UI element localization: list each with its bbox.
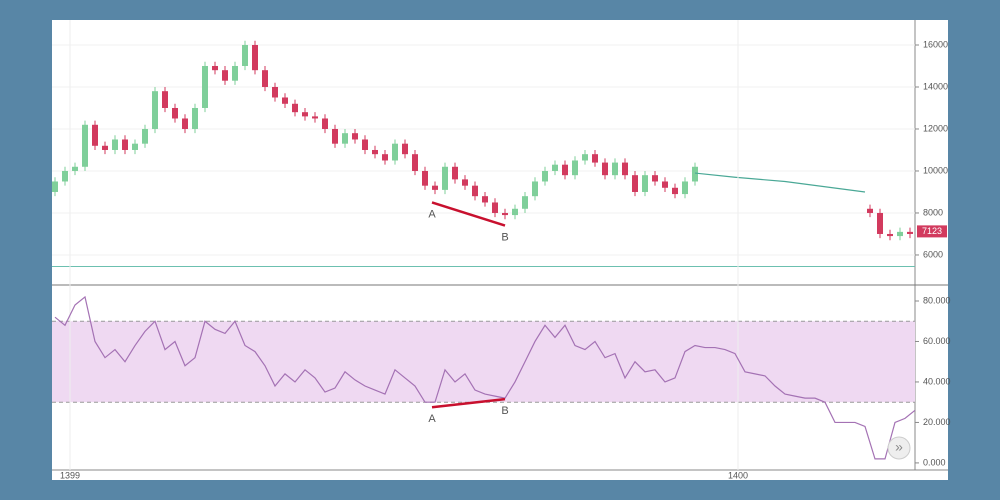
- candle-body: [662, 181, 668, 188]
- line-series: [694, 172, 866, 193]
- candle-body: [282, 97, 288, 104]
- candle-body: [412, 154, 418, 171]
- candle-body: [112, 139, 118, 150]
- candle-body: [92, 124, 98, 146]
- candle-body: [482, 196, 488, 203]
- candle-body: [562, 164, 568, 176]
- candle-body: [672, 187, 678, 195]
- candle-body: [342, 133, 348, 144]
- candle-body: [552, 164, 558, 171]
- candle-body: [232, 65, 238, 81]
- candle-body: [102, 145, 108, 150]
- x-tick-label: 1399: [60, 470, 80, 480]
- candle-body: [867, 208, 873, 213]
- candle-body: [82, 124, 88, 167]
- candle-body: [642, 175, 648, 192]
- candle-body: [242, 44, 248, 66]
- candle-body: [132, 143, 138, 150]
- candle-body: [402, 143, 408, 155]
- candle-body: [512, 208, 518, 216]
- y-tick-label: 80.000: [923, 295, 951, 305]
- y-tick-label: 0.000: [923, 457, 946, 467]
- scroll-button-label[interactable]: »: [895, 439, 903, 455]
- candle-body: [462, 179, 468, 186]
- candle-body: [192, 107, 198, 129]
- candle-body: [382, 154, 388, 161]
- candle-body: [352, 133, 358, 140]
- candle-body: [332, 128, 338, 144]
- y-tick-label: 16000: [923, 39, 948, 49]
- annotation-label: B: [501, 231, 508, 243]
- candle-body: [652, 175, 658, 182]
- candle-body: [252, 44, 258, 71]
- y-tick-label: 40.000: [923, 376, 951, 386]
- candle-body: [522, 196, 528, 209]
- y-tick-label: 14000: [923, 81, 948, 91]
- candle-body: [422, 170, 428, 186]
- rsi-band: [52, 321, 915, 403]
- candle-body: [682, 181, 688, 195]
- candle-body: [877, 212, 883, 234]
- y-tick-label: 8000: [923, 207, 943, 217]
- scroll-button[interactable]: [887, 436, 911, 460]
- candle-body: [592, 154, 598, 163]
- candle-body: [602, 162, 608, 176]
- candle-body: [322, 118, 328, 129]
- annotation-label: A: [428, 413, 436, 425]
- last-price-label: 7123: [922, 226, 942, 236]
- candle-body: [152, 91, 158, 129]
- candle-body: [142, 128, 148, 144]
- candle-body: [122, 139, 128, 150]
- candle-body: [502, 212, 508, 216]
- candle-body: [172, 107, 178, 119]
- candle-body: [202, 65, 208, 108]
- candle-body: [492, 202, 498, 213]
- candle-body: [292, 103, 298, 113]
- candle-body: [302, 112, 308, 117]
- y-tick-label: 6000: [923, 249, 943, 259]
- x-tick-label: 1400: [728, 470, 748, 480]
- candle-body: [222, 70, 228, 81]
- candle-body: [162, 91, 168, 108]
- candle-body: [62, 170, 68, 182]
- candle-body: [52, 181, 58, 192]
- candle-body: [432, 185, 438, 190]
- candle-body: [572, 160, 578, 176]
- candle-body: [622, 162, 628, 176]
- candle-body: [272, 86, 278, 98]
- candle-body: [582, 154, 588, 161]
- candle-body: [612, 162, 618, 176]
- y-tick-label: 20.000: [923, 417, 951, 427]
- candle-body: [542, 170, 548, 182]
- candle-body: [692, 166, 698, 182]
- candle-body: [372, 149, 378, 155]
- candle-body: [182, 118, 188, 129]
- candle-body: [452, 166, 458, 180]
- candle-body: [72, 166, 78, 171]
- candle-body: [887, 233, 893, 237]
- divergence-line: [431, 397, 506, 409]
- y-tick-label: 10000: [923, 165, 948, 175]
- last-price-tag: [917, 225, 947, 238]
- candle-body: [897, 231, 903, 237]
- candle-body: [532, 181, 538, 197]
- candle-body: [472, 185, 478, 197]
- candle-body: [632, 175, 638, 192]
- candle-body: [262, 70, 268, 87]
- candle-body: [212, 65, 218, 71]
- candle-body: [392, 143, 398, 161]
- candle-body: [312, 116, 318, 119]
- annotation-label: B: [501, 405, 508, 417]
- panel: [52, 20, 948, 480]
- candle-body: [362, 139, 368, 150]
- annotation-label: A: [428, 208, 436, 220]
- candle-body: [907, 231, 913, 234]
- divergence-line: [431, 201, 506, 227]
- y-tick-label: 12000: [923, 123, 948, 133]
- y-tick-label: 60.000: [923, 336, 951, 346]
- line-series: [54, 295, 916, 460]
- candle-body: [442, 166, 448, 190]
